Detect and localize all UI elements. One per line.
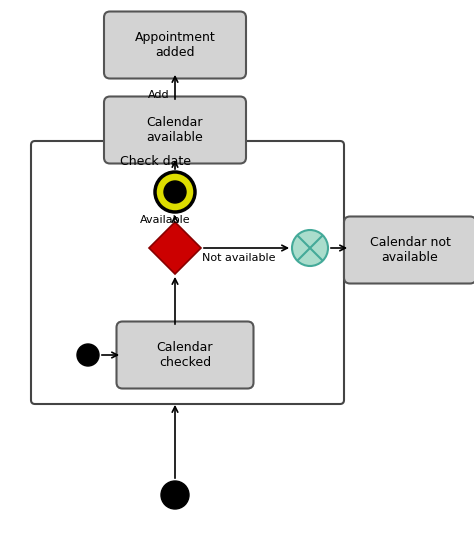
FancyBboxPatch shape — [344, 217, 474, 283]
Polygon shape — [149, 222, 201, 274]
Circle shape — [155, 172, 195, 212]
FancyBboxPatch shape — [31, 141, 344, 404]
Circle shape — [164, 181, 186, 203]
FancyBboxPatch shape — [117, 322, 254, 388]
Text: Not available: Not available — [202, 253, 275, 263]
Text: Appointment
added: Appointment added — [135, 31, 215, 59]
FancyBboxPatch shape — [104, 96, 246, 163]
Text: Calendar
checked: Calendar checked — [157, 341, 213, 369]
Text: Check date: Check date — [120, 155, 191, 168]
Circle shape — [161, 481, 189, 509]
Text: Available: Available — [140, 215, 191, 225]
Text: Calendar
available: Calendar available — [146, 116, 203, 144]
Text: Calendar not
available: Calendar not available — [370, 236, 450, 264]
FancyBboxPatch shape — [104, 12, 246, 79]
Circle shape — [77, 344, 99, 366]
Text: Add: Add — [148, 90, 170, 100]
Circle shape — [292, 230, 328, 266]
